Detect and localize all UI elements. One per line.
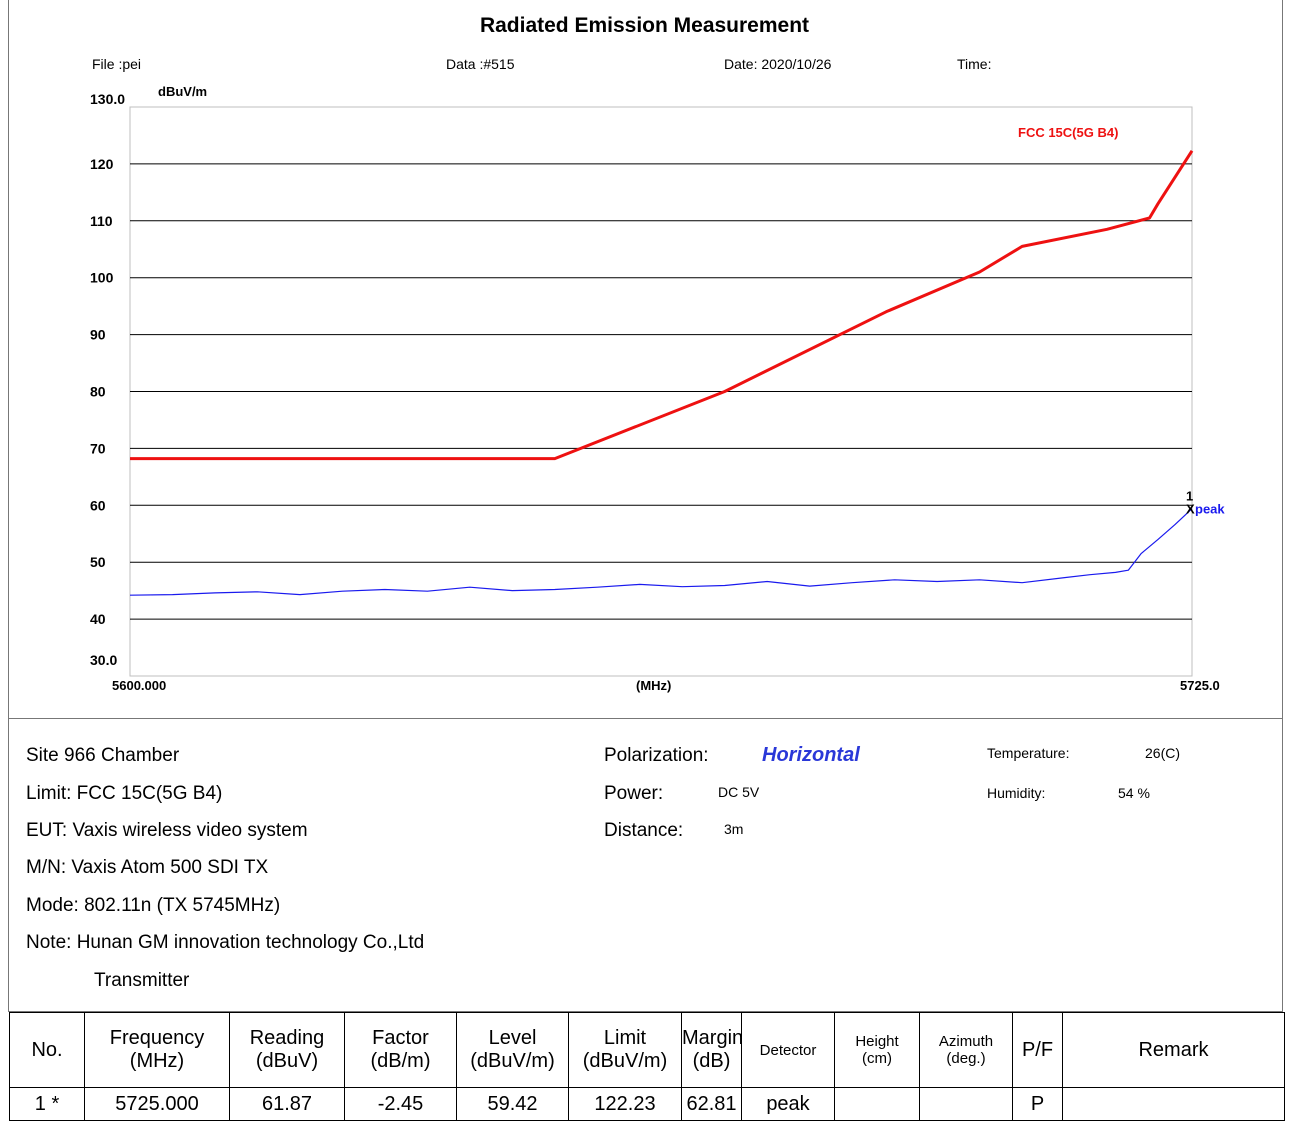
header-margin: Margin (dB) — [681, 1012, 743, 1088]
header-frequency: Frequency (MHz) — [84, 1012, 230, 1088]
header-limit: Limit (dBuV/m) — [568, 1012, 682, 1088]
y-tick-100: 100 — [90, 270, 114, 286]
limit-line — [130, 149, 1194, 461]
mn-text: M/N: Vaxis Atom 500 SDI TX — [26, 857, 269, 878]
y-top-label: 130.0 — [90, 91, 125, 107]
distance-value: 3m — [724, 821, 744, 837]
note-continued-text: Transmitter — [94, 970, 190, 991]
section-divider — [8, 718, 1283, 719]
header-remark: Remark — [1062, 1012, 1285, 1088]
cell-frequency: 5725.000 — [84, 1087, 230, 1121]
note-text: Note: Hunan GM innovation technology Co.… — [26, 932, 425, 953]
file-label: File :pei — [92, 56, 142, 72]
y-tick-70: 70 — [90, 440, 106, 456]
grid-lines — [130, 163, 1192, 620]
results-table: No. Frequency (MHz) Reading (dBuV) Factor(… — [9, 1012, 1285, 1121]
table-header-row: No. Frequency (MHz) Reading (dBuV) Factor(… — [9, 1012, 1285, 1088]
cell-limit: 122.23 — [568, 1087, 682, 1121]
temperature-label: Temperature: — [987, 745, 1070, 761]
marker-x-glyph: X — [1186, 502, 1195, 517]
cell-reading: 61.87 — [229, 1087, 345, 1121]
y-tick-50: 50 — [90, 554, 106, 570]
y-axis-unit: dBuV/m — [158, 84, 207, 99]
time-label: Time: — [957, 56, 992, 72]
cell-remark — [1062, 1087, 1285, 1121]
polarization-label: Polarization: — [604, 745, 709, 766]
humidity-value: 54 % — [1118, 785, 1150, 801]
data-label: Data :#515 — [446, 56, 515, 72]
header-height: Height (cm) — [834, 1012, 920, 1088]
x-end-label: 5725.0 — [1180, 678, 1220, 693]
header-detector: Detector — [741, 1012, 835, 1088]
cell-level: 59.42 — [456, 1087, 569, 1121]
distance-label: Distance: — [604, 820, 684, 841]
mode-text: Mode: 802.11n (TX 5745MHz) — [26, 895, 281, 916]
site-text: Site 966 Chamber — [26, 745, 180, 766]
y-tick-60: 60 — [90, 497, 106, 513]
date-label: Date: 2020/10/26 — [724, 56, 832, 72]
cell-margin: 62.81 — [681, 1087, 742, 1121]
peak-marker: 1 X peak — [1186, 489, 1225, 517]
table-row: 1 * 5725.000 61.87 -2.45 59.42 122.23 62… — [9, 1087, 1285, 1121]
limit-series-label: FCC 15C(5G B4) — [1018, 125, 1118, 140]
x-start-label: 5600.000 — [112, 678, 166, 693]
y-tick-40: 40 — [90, 611, 106, 627]
header-no: No. — [9, 1012, 85, 1088]
cell-pf: P — [1012, 1087, 1063, 1121]
x-axis-unit: (MHz) — [636, 678, 671, 693]
cell-factor: -2.45 — [344, 1087, 457, 1121]
y-tick-90: 90 — [90, 327, 106, 343]
eut-text: EUT: Vaxis wireless video system — [26, 820, 308, 841]
cell-height — [834, 1087, 920, 1121]
report-title: Radiated Emission Measurement — [479, 14, 810, 37]
humidity-label: Humidity: — [987, 785, 1046, 801]
cell-azimuth — [919, 1087, 1013, 1121]
report-frame — [8, 0, 1283, 1012]
header-level: Level (dBuV/m) — [456, 1012, 569, 1088]
y-bottom-label: 30.0 — [90, 652, 117, 668]
header-reading: Reading (dBuV) — [229, 1012, 345, 1088]
power-value: DC 5V — [718, 784, 760, 800]
header-pf: P/F — [1012, 1012, 1063, 1088]
y-tick-labels: 40 50 60 70 80 90 100 110 120 — [90, 156, 114, 627]
marker-index: 1 — [1186, 489, 1193, 504]
y-tick-110: 110 — [90, 213, 113, 229]
peak-trace-line — [129, 508, 1193, 596]
series-group — [129, 149, 1194, 596]
polarization-value: Horizontal — [762, 744, 860, 766]
cell-no: 1 * — [9, 1087, 85, 1121]
y-tick-120: 120 — [90, 156, 114, 172]
power-label: Power: — [604, 783, 664, 804]
cell-detector: peak — [741, 1087, 835, 1121]
header-azimuth: Azimuth (deg.) — [919, 1012, 1013, 1088]
y-tick-80: 80 — [90, 384, 106, 400]
limit-text: Limit: FCC 15C(5G B4) — [26, 783, 223, 804]
header-factor: Factor (dB/m) — [344, 1012, 457, 1088]
marker-label: peak — [1195, 502, 1225, 517]
temperature-value: 26(C) — [1145, 745, 1181, 761]
